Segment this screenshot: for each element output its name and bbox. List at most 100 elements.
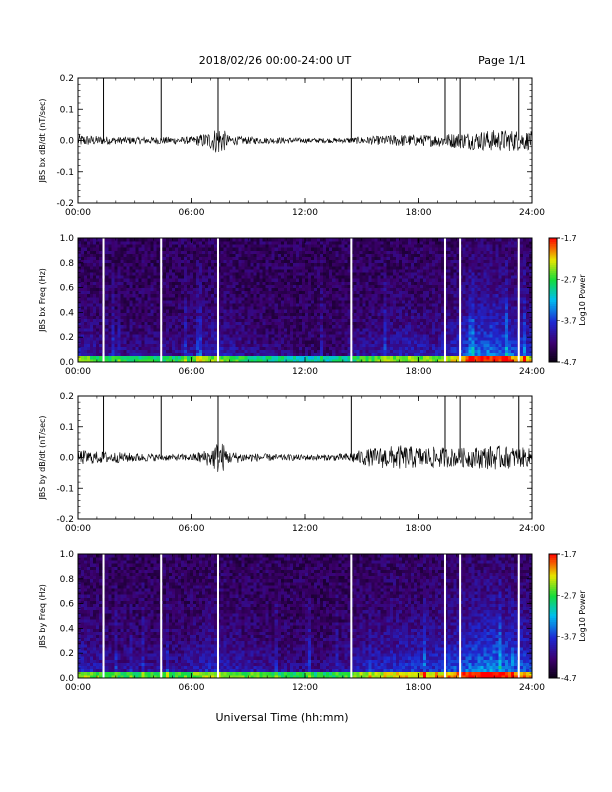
spectrogram-cell [308, 256, 312, 261]
spectrogram-cell [241, 340, 245, 344]
spectrogram-cell [314, 262, 318, 267]
spectrogram-cell [332, 256, 336, 261]
spectrogram-cell [438, 262, 442, 267]
spectrogram-cell [196, 337, 200, 341]
spectrogram-cell [368, 284, 372, 288]
spectrogram-cell [311, 241, 315, 245]
spectrogram-cell [353, 269, 357, 273]
spectrogram-cell [168, 244, 173, 248]
spectrogram-cell [153, 265, 158, 270]
spectrogram-cell [392, 290, 397, 295]
spectrogram-cell [338, 241, 342, 245]
spectrogram-cell [426, 253, 430, 257]
spectrogram-cell [147, 244, 152, 248]
spectrogram-cell [398, 241, 403, 245]
spectrogram-cell [238, 306, 242, 310]
spectrogram-cell [177, 300, 182, 304]
spectrogram-cell [335, 281, 339, 285]
spectrogram-cell [117, 343, 121, 347]
spectrogram-cell [262, 327, 267, 332]
spectrogram-cell [338, 269, 342, 273]
spectrogram-cell [229, 334, 233, 338]
spectrogram-cell [81, 262, 85, 267]
spectrogram-cell [87, 262, 91, 267]
spectrogram-cell [262, 241, 267, 245]
spectrogram-cell [123, 241, 127, 245]
spectrogram-cell [241, 275, 245, 279]
spectrogram-cell [214, 290, 218, 295]
spectrogram-cell [244, 358, 248, 363]
spectrogram-cell [87, 250, 91, 254]
spectrogram-cell [426, 278, 430, 282]
spectrogram-cell [359, 343, 363, 347]
spectrogram-cell [262, 337, 267, 341]
spectrogram-cell [238, 315, 242, 319]
spectrogram-cell [171, 321, 176, 326]
spectrogram-cell [144, 331, 149, 335]
spectrogram-cell [250, 334, 254, 338]
spectrogram-cell [429, 296, 433, 301]
spectrogram-cell [199, 290, 203, 295]
spectrogram-cell [392, 355, 397, 360]
spectrogram-cell [144, 272, 149, 276]
spectrogram-cell [193, 327, 197, 332]
spectrogram-cell [341, 284, 345, 288]
spectrogram-cell [407, 262, 412, 267]
spectrogram-cell [374, 355, 379, 360]
spectrogram-cell [165, 290, 170, 295]
spectrogram-cell [416, 315, 421, 319]
spectrogram-cell [84, 321, 88, 326]
x-tick-label: 06:00 [179, 208, 205, 218]
spectrogram-cell [262, 281, 267, 285]
spectrogram-cell [247, 324, 251, 329]
spectrogram-cell [320, 340, 324, 344]
spectrogram-cell [250, 346, 254, 350]
spectrogram-cell [247, 346, 251, 350]
spectrogram-cell [186, 306, 191, 310]
spectrogram-cell [87, 358, 91, 363]
spectrogram-cell [435, 238, 439, 242]
spectrogram-cell [323, 265, 327, 270]
spectrogram-cell [205, 309, 209, 313]
spectrogram-cell [168, 281, 173, 285]
spectrogram-cell [205, 247, 209, 251]
spectrogram-cell [271, 275, 276, 279]
spectrogram-cell [438, 300, 442, 304]
spectrogram-cell [262, 244, 267, 248]
spectrogram-cell [362, 303, 366, 307]
spectrogram-cell [111, 296, 115, 301]
spectrogram-cell [111, 293, 115, 298]
spectrogram-cell [84, 296, 88, 301]
spectrogram-cell [320, 253, 324, 257]
spectrogram-cell [395, 315, 400, 319]
spectrogram-cell [135, 284, 139, 288]
spectrogram-cell [129, 315, 133, 319]
spectrogram-cell [404, 281, 409, 285]
spectrogram-cell [338, 256, 342, 261]
spectrogram-cell [383, 352, 388, 357]
spectrogram-cell [81, 324, 85, 329]
spectrogram-cell [205, 284, 209, 288]
spectrogram-cell [259, 309, 264, 313]
spectrogram-cell [383, 265, 388, 270]
spectrogram-cell [93, 346, 97, 350]
spectrogram-cell [329, 284, 333, 288]
spectrogram-cell [241, 321, 245, 326]
spectrogram-cell [407, 296, 412, 301]
spectrogram-cell [226, 296, 230, 301]
spectrogram-cell [99, 309, 103, 313]
spectrogram-cell [123, 296, 127, 301]
spectrogram-cell [105, 337, 109, 341]
spectrogram-cell [132, 281, 136, 285]
spectrogram-cell [123, 281, 127, 285]
spectrogram-cell [241, 265, 245, 270]
spectrogram-cell [338, 281, 342, 285]
spectrogram-cell [423, 281, 427, 285]
spectrogram-cell [274, 346, 279, 350]
spectrogram-cell [353, 284, 357, 288]
spectrogram-cell [174, 262, 179, 267]
spectrogram-cell [404, 300, 409, 304]
spectrogram-cell [250, 312, 254, 316]
spectrogram-cell [208, 244, 212, 248]
spectrogram-cell [404, 269, 409, 273]
